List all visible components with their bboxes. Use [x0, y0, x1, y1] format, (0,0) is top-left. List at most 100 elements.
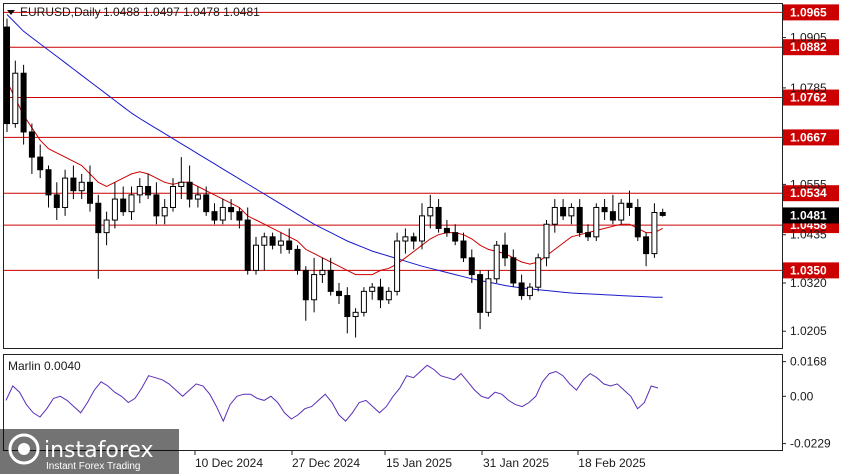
candle-body-78 — [651, 211, 658, 255]
candle-63 — [526, 282, 533, 300]
date-tick-label-1: 27 Dec 2024 — [292, 456, 360, 470]
candle-body-53 — [443, 227, 450, 234]
collapse-triangle-icon[interactable] — [7, 10, 15, 15]
candle-37 — [311, 257, 318, 313]
date-tick-label-2: 15 Jan 2025 — [386, 456, 452, 470]
candle-56 — [468, 249, 475, 283]
candle-body-48 — [402, 236, 409, 242]
candle-35 — [294, 245, 301, 275]
candle-55 — [460, 232, 467, 262]
candle-body-36 — [302, 269, 309, 301]
candle-body-71 — [593, 206, 600, 238]
candle-body-74 — [618, 202, 625, 221]
oscillator-layer — [5, 364, 659, 423]
candle-3 — [28, 123, 35, 174]
candle-body-76 — [634, 206, 641, 238]
candle-64 — [535, 253, 542, 292]
candle-body-34 — [286, 240, 293, 250]
candle-body-64 — [535, 257, 542, 288]
candle-15 — [128, 186, 135, 221]
watermark-brand: instaforex — [44, 438, 154, 463]
candle-7 — [62, 169, 69, 216]
candle-body-26 — [219, 206, 226, 221]
candle-59 — [493, 241, 500, 283]
candle-body-42 — [352, 311, 359, 318]
candle-6 — [53, 182, 60, 221]
candle-body-46 — [385, 290, 392, 301]
candle-76 — [634, 199, 641, 242]
candle-body-33 — [277, 240, 284, 246]
level-label-6: 1.0350 — [790, 263, 827, 277]
candles — [4, 18, 666, 338]
osc-tick-label-2: -0.0229 — [790, 437, 831, 451]
candle-72 — [601, 199, 608, 221]
candle-body-22 — [186, 181, 193, 200]
candle-body-16 — [136, 185, 143, 196]
candle-78 — [651, 203, 658, 258]
candle-9 — [78, 173, 85, 200]
candle-12 — [103, 211, 110, 246]
candle-57 — [477, 270, 484, 330]
candle-body-6 — [53, 194, 60, 208]
candle-62 — [518, 274, 525, 300]
chart-ohlc: 1.0488 1.0497 1.0478 1.0481 — [103, 5, 260, 19]
chart-symbol: EURUSD,Daily — [20, 5, 101, 19]
candle-13 — [111, 182, 118, 229]
current-price-badge — [783, 207, 839, 224]
price-tick-label-2: 1.0555 — [790, 177, 827, 191]
date-tick-label-0: 10 Dec 2024 — [195, 456, 263, 470]
candle-46 — [385, 287, 392, 304]
candle-body-65 — [543, 223, 550, 259]
candle-body-17 — [145, 185, 152, 196]
instaforex-logo-icon — [8, 433, 40, 465]
candle-29 — [244, 207, 251, 275]
candle-body-20 — [170, 185, 176, 208]
candle-66 — [551, 199, 558, 233]
candle-14 — [120, 186, 127, 216]
candle-27 — [228, 199, 235, 221]
candle-24 — [203, 186, 210, 216]
candle-16 — [136, 178, 143, 204]
price-tick-label-1: 1.0785 — [790, 81, 827, 95]
candle-79 — [659, 208, 666, 217]
candle-body-5 — [45, 169, 52, 196]
price-tick-label-0: 1.0905 — [790, 31, 827, 45]
candle-body-59 — [493, 244, 500, 280]
candle-body-30 — [253, 244, 259, 271]
candle-body-67 — [560, 206, 567, 217]
level-label-4: 1.0534 — [790, 186, 827, 200]
candle-body-31 — [261, 236, 268, 246]
candle-body-7 — [62, 177, 69, 208]
level-label-1: 1.0882 — [790, 40, 827, 54]
candle-body-45 — [377, 286, 384, 301]
candle-25 — [211, 203, 218, 225]
candle-body-14 — [120, 198, 127, 213]
candle-body-69 — [576, 206, 583, 234]
candle-body-66 — [551, 206, 558, 225]
candle-body-11 — [95, 202, 102, 234]
candle-body-58 — [485, 278, 492, 313]
candle-42 — [352, 308, 359, 338]
candle-body-56 — [468, 257, 475, 276]
candle-49 — [410, 232, 417, 250]
level-badge-3 — [783, 129, 839, 146]
oscillator-pane-frame — [3, 354, 783, 451]
candle-61 — [510, 249, 517, 288]
candle-41 — [344, 287, 351, 334]
watermark-tagline: Instant Forex Trading — [46, 461, 141, 472]
candle-0 — [4, 18, 10, 132]
level-label-3: 1.0667 — [790, 130, 827, 144]
candle-43 — [360, 287, 367, 317]
candle-5 — [45, 165, 52, 208]
levels-layer: 1.09651.08821.07621.06671.05341.04581.03… — [4, 4, 839, 279]
candle-body-51 — [427, 206, 434, 217]
candle-body-75 — [626, 202, 633, 208]
price-tick-label-4: 1.0320 — [790, 276, 827, 290]
candle-body-52 — [435, 206, 442, 229]
candle-body-24 — [203, 194, 210, 213]
candle-body-50 — [419, 215, 425, 242]
candle-74 — [618, 199, 625, 225]
candle-45 — [377, 278, 384, 309]
candle-19 — [161, 199, 168, 225]
